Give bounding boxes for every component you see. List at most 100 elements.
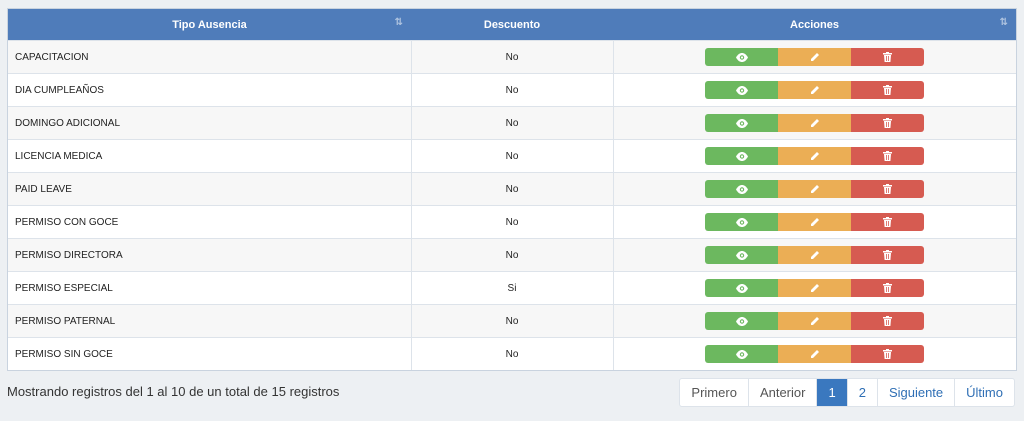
icon [883, 217, 893, 227]
icon [735, 283, 748, 293]
view-button[interactable] [705, 147, 779, 165]
icon [810, 152, 819, 160]
table-row: DIA CUMPLEAÑOS No [8, 73, 1016, 107]
cell-descuento: No [411, 205, 614, 239]
table-row: PERMISO SIN GOCE No [8, 337, 1016, 370]
icon [883, 283, 893, 293]
cell-descuento: No [411, 238, 614, 272]
page-button[interactable]: 2 [846, 379, 877, 406]
view-button[interactable] [705, 279, 779, 297]
icon [883, 85, 893, 95]
icon [735, 118, 748, 128]
icon [735, 184, 748, 194]
delete-button[interactable] [851, 81, 925, 99]
view-button[interactable] [705, 213, 779, 231]
delete-button[interactable] [851, 147, 925, 165]
edit-button[interactable] [778, 114, 852, 132]
cell-descuento: No [411, 337, 614, 370]
edit-button[interactable] [778, 180, 852, 198]
edit-button[interactable] [778, 213, 852, 231]
action-group [621, 312, 1010, 330]
action-group [621, 147, 1010, 165]
header-text: Tipo Ausencia [172, 18, 247, 31]
cell-acciones [613, 271, 1016, 305]
edit-button[interactable] [778, 312, 852, 330]
icon [810, 284, 819, 292]
table-row: PAID LEAVE No [8, 172, 1016, 206]
cell-descuento: No [411, 139, 614, 173]
icon [810, 53, 819, 61]
cell-acciones [613, 73, 1016, 107]
page-button[interactable]: Último [954, 379, 1014, 406]
cell-acciones [613, 40, 1016, 74]
view-button[interactable] [705, 180, 779, 198]
cell-acciones [613, 304, 1016, 338]
column-header: Descuento [411, 9, 613, 41]
cell-descuento: No [411, 106, 614, 140]
cell-acciones [613, 106, 1016, 140]
delete-button[interactable] [851, 312, 925, 330]
table-info: Mostrando registros del 1 al 10 de un to… [7, 384, 340, 399]
table-body: CAPACITACION No DIA CUMPLEAÑOS No DOMINGO AD… [8, 40, 1016, 370]
page-button[interactable]: Anterior [747, 379, 817, 406]
cell-tipo: PERMISO SIN GOCE [8, 337, 412, 370]
icon [883, 184, 893, 194]
table: Tipo Ausencia ⇅ Descuento Acciones ⇅ CAPAC… [8, 9, 1016, 370]
icon [735, 52, 748, 62]
page-button[interactable]: Siguiente [876, 379, 954, 406]
cell-acciones [613, 139, 1016, 173]
view-button[interactable] [705, 246, 779, 264]
page-button[interactable]: Primero [691, 385, 737, 400]
cell-acciones [613, 172, 1016, 206]
table-row: PERMISO DIRECTORA No [8, 238, 1016, 272]
delete-button[interactable] [851, 213, 925, 231]
header-text: Descuento [483, 18, 541, 31]
column-header[interactable]: Acciones ⇅ [613, 9, 1016, 41]
cell-acciones [613, 238, 1016, 272]
cell-descuento: No [411, 172, 614, 206]
icon [735, 151, 748, 161]
action-group [621, 279, 1010, 297]
edit-button[interactable] [778, 48, 852, 66]
view-button[interactable] [705, 312, 779, 330]
icon [735, 349, 748, 359]
table-row: PERMISO CON GOCE No [8, 205, 1016, 239]
cell-tipo: DIA CUMPLEAÑOS [8, 73, 412, 107]
cell-tipo: PERMISO ESPECIAL [8, 271, 412, 305]
header-row: Tipo Ausencia ⇅ Descuento Acciones ⇅ [8, 9, 1016, 41]
icon [883, 52, 893, 62]
column-header[interactable]: Tipo Ausencia ⇅ [8, 9, 411, 41]
table-row: PERMISO ESPECIAL Si [8, 271, 1016, 305]
cell-acciones [613, 337, 1016, 370]
icon [810, 350, 819, 358]
delete-button[interactable] [851, 279, 925, 297]
edit-button[interactable] [778, 246, 852, 264]
view-button[interactable] [705, 48, 779, 66]
edit-button[interactable] [778, 279, 852, 297]
cell-tipo: CAPACITACION [8, 40, 412, 74]
page-button[interactable]: 1 [816, 379, 847, 406]
edit-button[interactable] [778, 147, 852, 165]
edit-button[interactable] [778, 81, 852, 99]
delete-button[interactable] [851, 48, 925, 66]
icon [810, 317, 819, 325]
delete-button[interactable] [851, 246, 925, 264]
edit-button[interactable] [778, 345, 852, 363]
cell-descuento: Si [411, 271, 614, 305]
view-button[interactable] [705, 114, 779, 132]
icon [883, 151, 893, 161]
action-group [621, 246, 1010, 264]
icon [883, 250, 893, 260]
icon [883, 349, 893, 359]
view-button[interactable] [705, 345, 779, 363]
action-group [621, 345, 1010, 363]
cell-descuento: No [411, 40, 614, 74]
icon [810, 119, 819, 127]
sort-icon: ⇅ [999, 17, 1008, 28]
view-button[interactable] [705, 81, 779, 99]
delete-button[interactable] [851, 180, 925, 198]
table-row: LICENCIA MEDICA No [8, 139, 1016, 173]
delete-button[interactable] [851, 345, 925, 363]
delete-button[interactable] [851, 114, 925, 132]
